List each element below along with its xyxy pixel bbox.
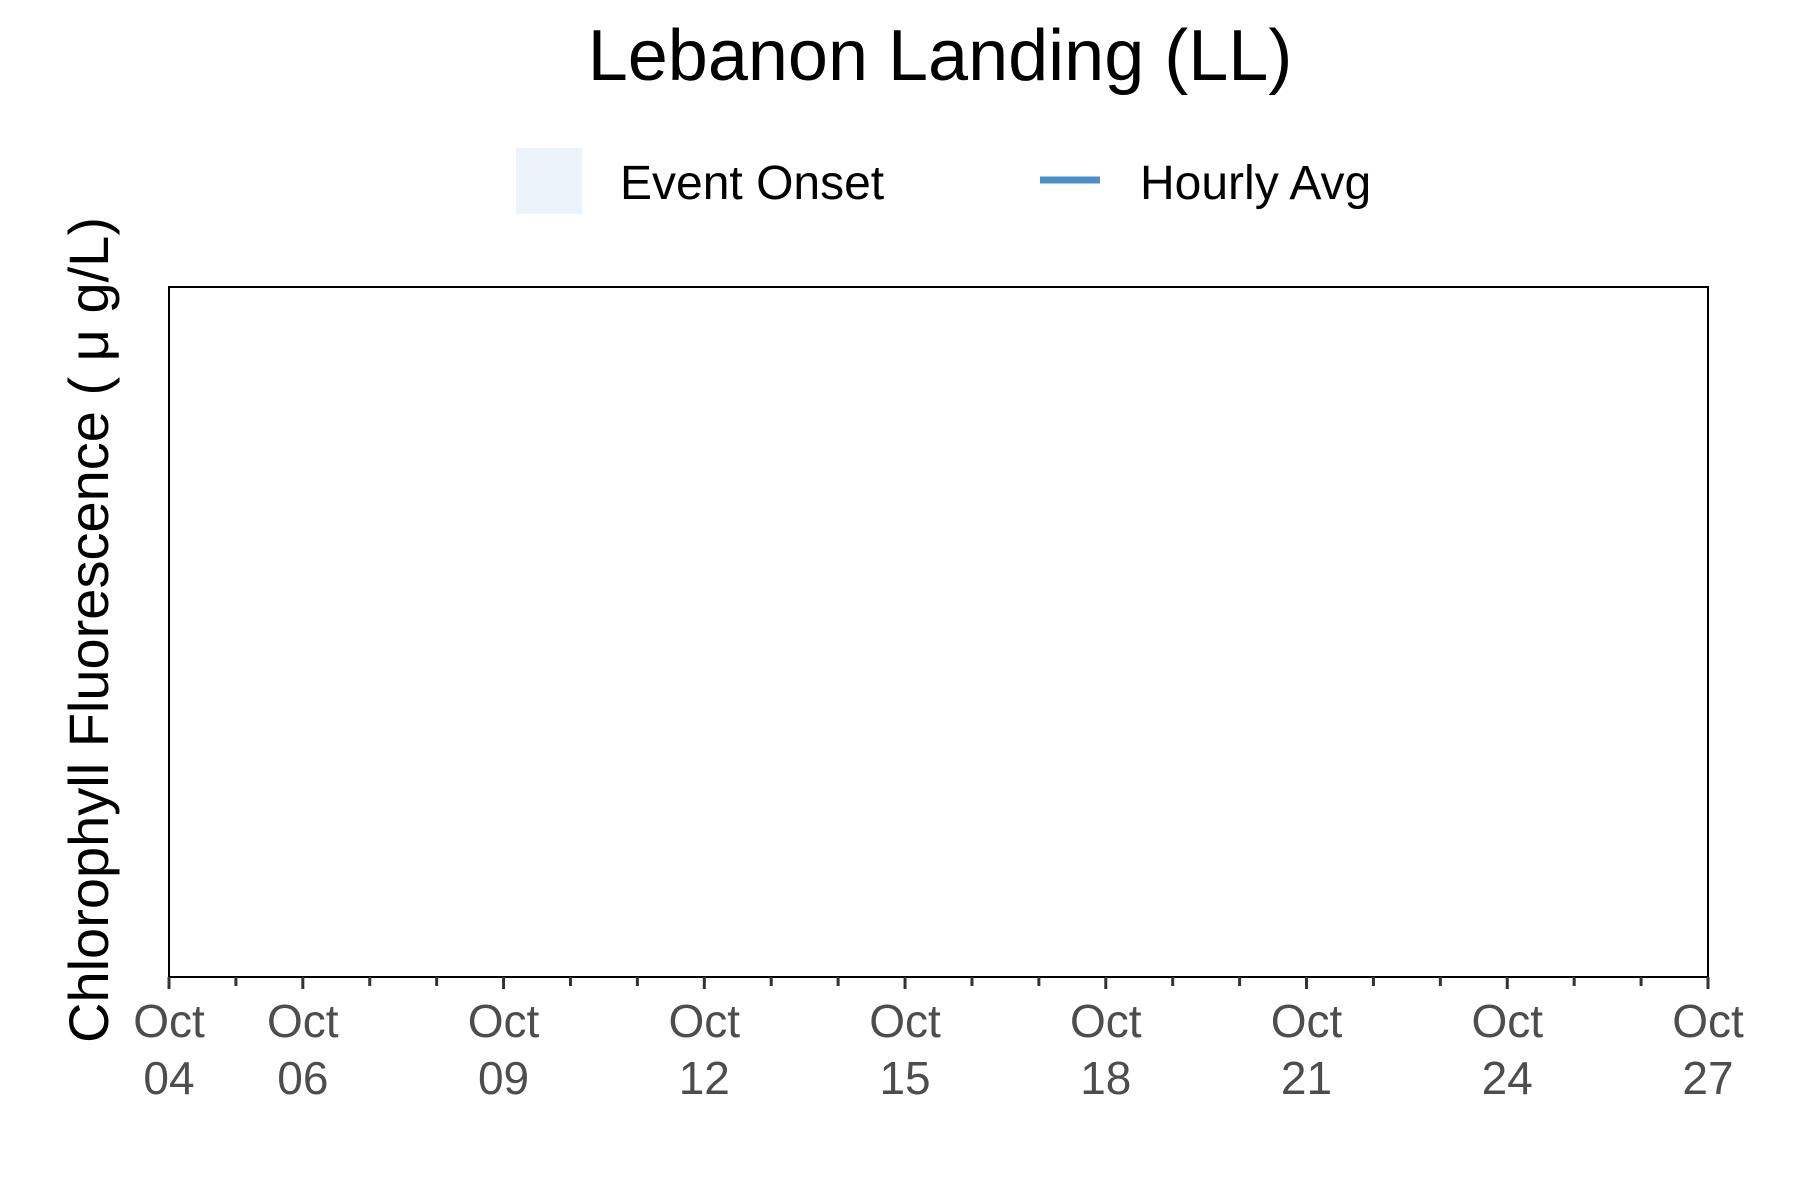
x-tick-label: Oct 15	[869, 995, 941, 1104]
legend-event-onset-swatch	[516, 148, 582, 214]
x-axis: Oct 04 Oct 06 Oct 09 Oct 12 Oct 15 Oct 18 Oct 21 Oct 24…	[133, 976, 1744, 1104]
x-tick-label: Oct 06	[267, 995, 339, 1104]
legend-hourly-avg-label: Hourly Avg	[1140, 157, 1371, 210]
y-axis-label: Chlorophyll Fluorescence ( μ g/L)	[57, 217, 120, 1043]
x-tick-label: Oct 27	[1672, 995, 1744, 1104]
x-tick-label: Oct 04	[133, 995, 205, 1104]
x-tick-label: Oct 12	[669, 995, 741, 1104]
legend-event-onset-label: Event Onset	[620, 157, 884, 210]
legend: Event Onset Hourly Avg	[516, 148, 1371, 214]
plot-panel	[168, 286, 1709, 978]
x-tick-label: Oct 09	[468, 995, 540, 1104]
x-tick-label: Oct 24	[1471, 995, 1543, 1104]
chart-title: Lebanon Landing (LL)	[588, 16, 1293, 96]
x-tick-label: Oct 21	[1271, 995, 1343, 1104]
x-tick-label: Oct 18	[1070, 995, 1142, 1104]
